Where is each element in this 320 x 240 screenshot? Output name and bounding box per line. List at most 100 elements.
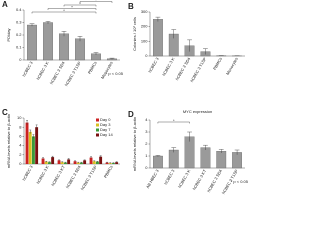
y-axis-label: mRNA levels relative to β-actin <box>132 117 137 172</box>
y-tick-label: 0 <box>145 165 148 170</box>
bar <box>153 155 163 169</box>
bar <box>75 38 85 61</box>
panel-label: A <box>2 0 8 9</box>
bar <box>83 160 87 164</box>
bar <box>57 160 61 164</box>
bar <box>44 161 48 164</box>
bar <box>216 151 227 169</box>
bar <box>108 163 112 164</box>
bar <box>112 163 115 164</box>
y-tick-label: 0.2 <box>16 32 22 37</box>
legend-swatch <box>96 118 99 122</box>
bar <box>99 156 103 164</box>
bar <box>41 158 45 164</box>
significance-bracket <box>31 11 97 14</box>
significance-label: * <box>173 118 175 123</box>
bar <box>105 162 109 164</box>
y-tick-label: 4 <box>145 117 148 122</box>
x-tick-label: hCBEC 3 SD4 <box>65 164 83 189</box>
significance-bracket <box>63 4 97 7</box>
x-tick-label: hCBEC 3 T1SP <box>189 56 207 83</box>
y-tick-label: 8 <box>19 124 22 129</box>
bar <box>60 162 64 164</box>
bar <box>43 22 53 61</box>
x-tick-label: hCBEC 3 K <box>35 164 50 185</box>
y-axis-label: PD/day <box>6 28 11 41</box>
bar <box>89 157 93 164</box>
x-tick-label: hCBEC 3 KT <box>191 168 207 191</box>
x-tick-label: PBMCs <box>87 61 98 75</box>
bar <box>59 33 69 61</box>
legend-label: Day 3 <box>100 122 111 127</box>
bar <box>27 24 37 61</box>
bar <box>168 149 179 169</box>
x-tick-label: PBMCs <box>103 165 114 179</box>
x-tick-label: hCBEC 3 SD4 <box>49 60 67 85</box>
y-tick-label: 2 <box>145 141 148 146</box>
y-axis-label: mRNA levels relative to β-actin <box>6 114 11 169</box>
bar <box>76 162 80 164</box>
x-tick-label: hCBEC 3 T1SP <box>64 60 82 87</box>
y-tick-label: 3 <box>145 129 148 134</box>
significance-bracket <box>157 121 190 124</box>
y-tick-label: 1 <box>145 153 148 158</box>
y-tick-label: 200 <box>141 24 148 29</box>
bar <box>73 161 77 164</box>
bar <box>64 162 67 164</box>
note: * p < 0.05 <box>106 71 124 76</box>
significance-bracket <box>79 1 113 3</box>
bar <box>51 157 55 164</box>
y-axis-label: Colonies / 10³ cells <box>132 17 137 51</box>
panel-label: C <box>2 108 8 117</box>
bar <box>115 162 119 164</box>
x-tick-label: hCBEC 3 <box>21 164 34 182</box>
x-tick-label: hCBEC 3 K <box>177 168 192 189</box>
y-tick-label: 0 <box>19 57 22 62</box>
y-tick-label: 0 <box>19 161 22 166</box>
y-tick-label: 4 <box>19 143 22 148</box>
bar <box>28 131 32 164</box>
x-tick-label: PBMCs <box>212 57 223 71</box>
bar <box>80 162 83 164</box>
x-tick-label: hCBEC 3 SD4 <box>206 168 224 193</box>
bar <box>92 161 96 164</box>
y-tick-label: 0.3 <box>16 20 22 25</box>
legend-swatch <box>96 128 99 132</box>
y-tick-label: 0 <box>145 53 148 58</box>
bar <box>32 136 35 164</box>
bar <box>153 19 163 57</box>
x-tick-label: hCBEC 3 <box>163 168 176 186</box>
y-tick-label: 0.4 <box>16 7 22 12</box>
x-tick-label: hCBEC 3 K <box>35 60 50 81</box>
x-tick-label: hCBEC 3 <box>147 56 160 74</box>
legend-label: Day 0 <box>100 117 111 122</box>
x-tick-label: hCBEC 3 KT <box>50 164 66 187</box>
bar <box>35 127 39 164</box>
y-tick-label: 6 <box>19 133 22 138</box>
significance-label: * <box>71 4 73 9</box>
legend-label: Day 14 <box>100 132 113 137</box>
bar <box>48 162 51 164</box>
bar <box>67 159 71 164</box>
x-tick-label: hCBEC 3 K <box>161 56 176 77</box>
bar <box>25 122 29 164</box>
note: * p < 0.05 <box>231 179 249 184</box>
bar <box>96 161 99 164</box>
significance-label: * <box>95 0 97 2</box>
significance-label: * <box>79 1 81 6</box>
y-tick-label: 10 <box>17 115 22 120</box>
significance-bracket <box>47 8 97 10</box>
x-tick-label: hCBEC 3 <box>21 60 34 78</box>
y-tick-label: 0.1 <box>16 45 22 50</box>
legend-swatch <box>96 123 99 127</box>
x-tick-label: Monocytes <box>225 57 239 76</box>
x-tick-label: hCBEC 3 SD4 <box>174 56 192 81</box>
y-tick-label: 300 <box>141 9 148 14</box>
y-tick-label: 2 <box>19 152 22 157</box>
chart-title: MYC expression <box>183 109 212 114</box>
significance-label: * <box>63 8 65 13</box>
legend-label: Day 7 <box>100 127 111 132</box>
x-tick-label: hCBEC 3 T1SP <box>80 164 98 191</box>
bar <box>200 147 211 169</box>
